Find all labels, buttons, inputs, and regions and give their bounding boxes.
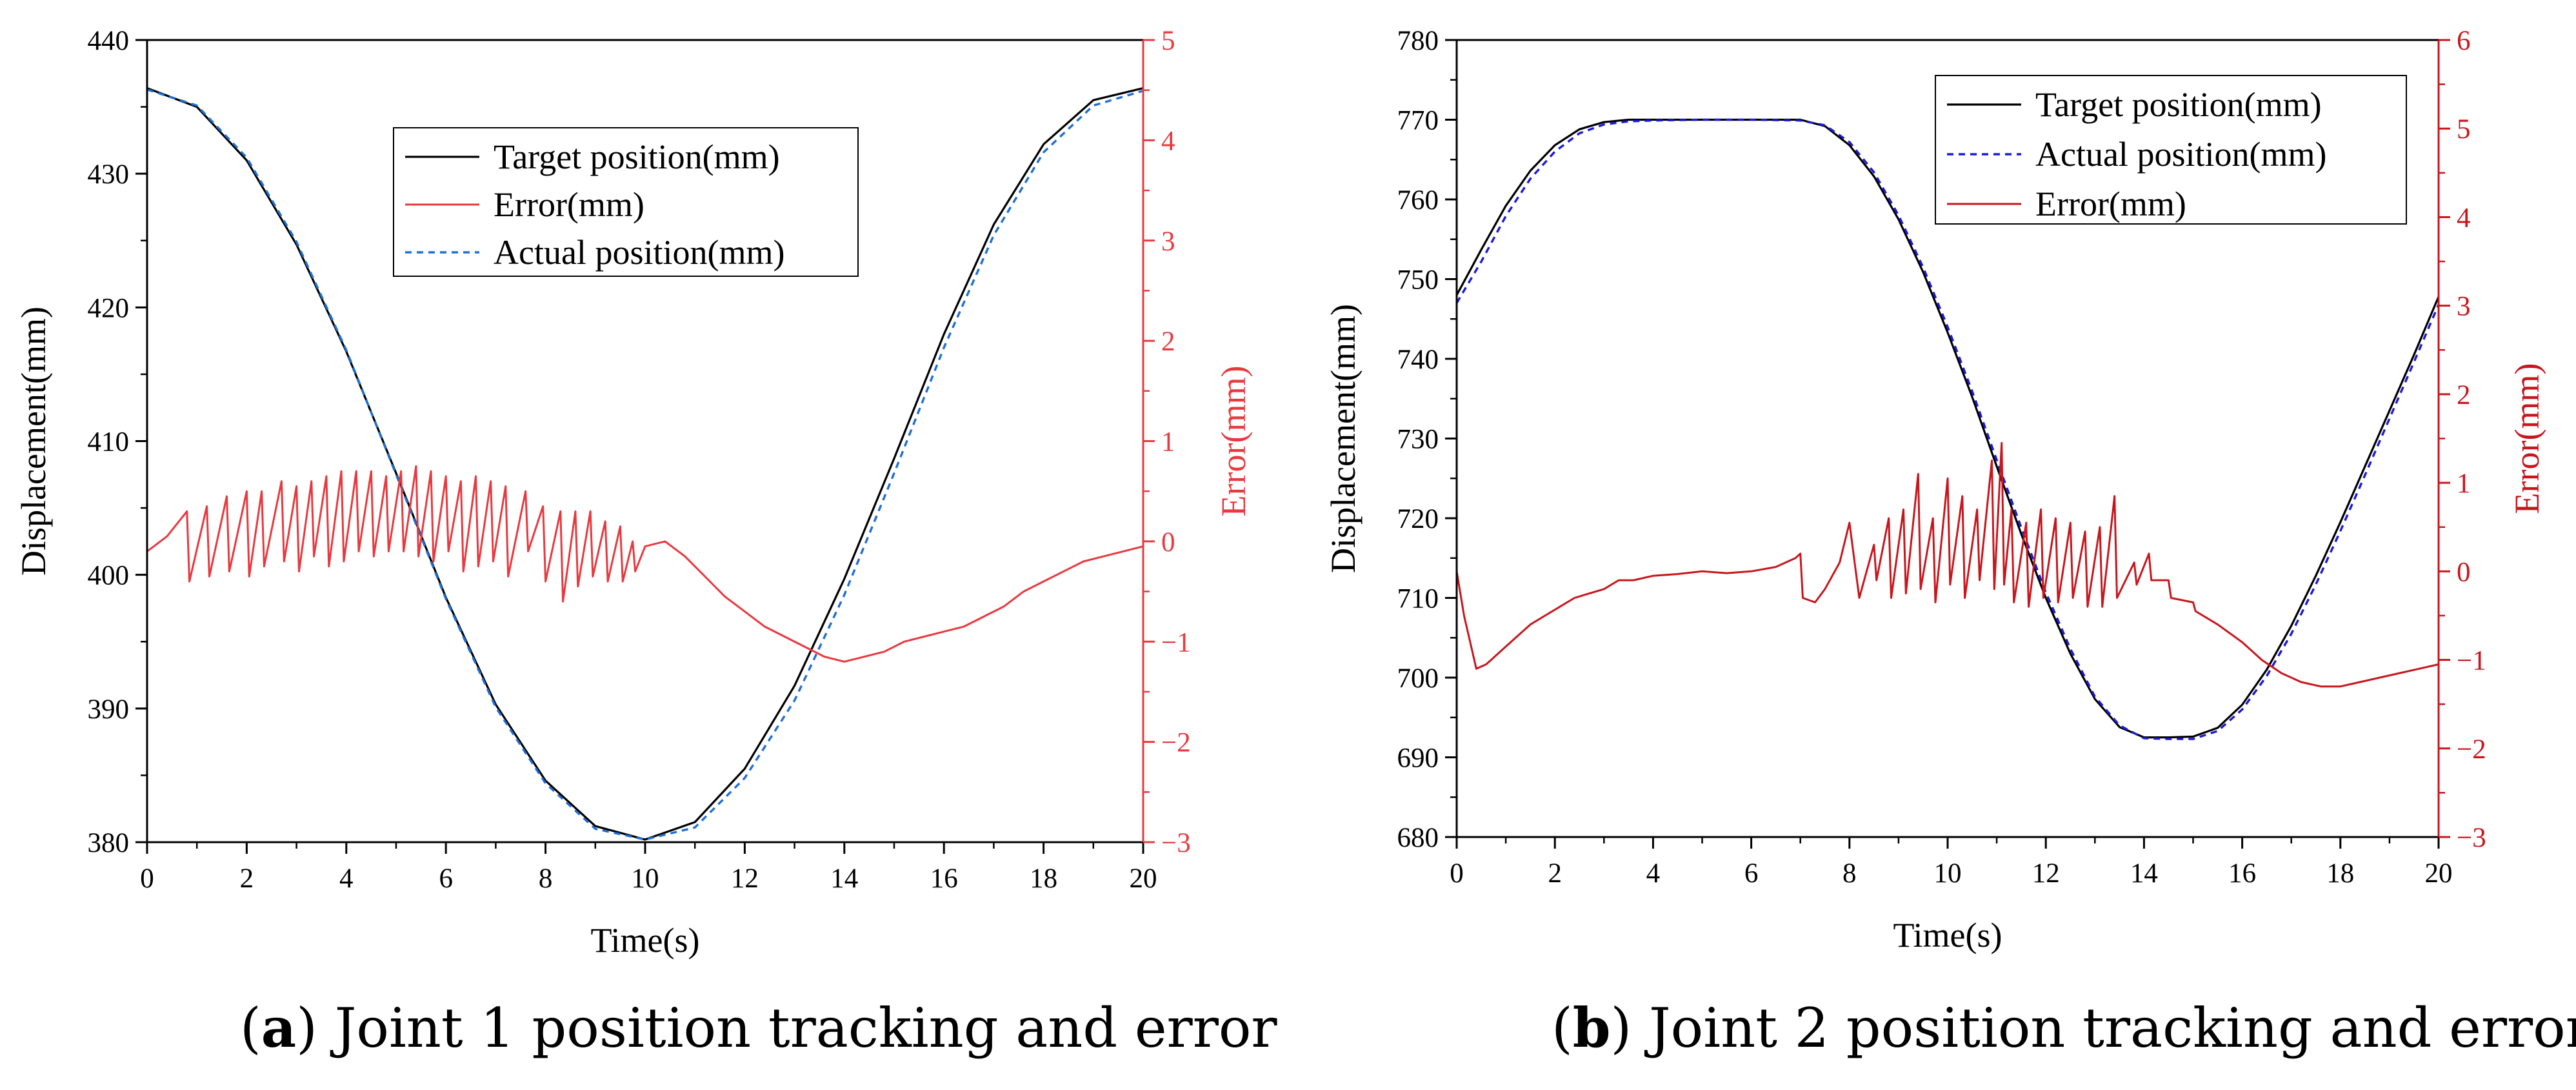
y-tick-label: 440 [88, 26, 130, 56]
legend-box [1935, 75, 2407, 225]
y2-tick-label: 0 [2457, 557, 2471, 587]
series-target-line [1455, 118, 2440, 739]
x-tick-label: 2 [240, 863, 254, 894]
x-tick-label: 8 [1842, 858, 1857, 889]
x-tick-label: 6 [1744, 858, 1759, 889]
y2-tick-label: 1 [1161, 427, 1175, 458]
y-axis-label: Displacement(mm) [1324, 304, 1363, 573]
x-axis-label: Time(s) [1893, 916, 2002, 954]
x-tick-label: 12 [2032, 858, 2060, 889]
legend-box [393, 127, 859, 277]
caption-text: ) Joint 2 position tracking and error [1611, 996, 2576, 1060]
y-tick-label: 430 [88, 159, 130, 190]
y-tick-label: 760 [1397, 185, 1439, 216]
series-actual-line [146, 88, 1144, 841]
y2-tick-label: −1 [1161, 627, 1191, 658]
x-tick-label: 16 [930, 863, 958, 894]
y2-tick-label: 5 [1161, 26, 1175, 56]
x-tick-label: 20 [1130, 863, 1157, 894]
y2-tick-label: −3 [1161, 828, 1191, 858]
x-tick-label: 14 [830, 863, 858, 894]
x-tick-label: 0 [1450, 858, 1464, 889]
y2-tick-label: −2 [1161, 728, 1191, 758]
y2-axis-label: Error(mm) [1214, 366, 1253, 517]
y2-tick-label: 4 [2457, 203, 2471, 233]
series-target-line [146, 87, 1144, 841]
series-error-line [1455, 441, 2439, 688]
legend-label: Actual position(mm) [494, 233, 784, 272]
y2-axis-label: Error(mm) [2508, 363, 2546, 514]
y-tick-label: 380 [88, 828, 130, 858]
y-tick-label: 710 [1397, 584, 1439, 614]
y2-tick-label: 2 [2457, 380, 2471, 410]
series-error-line [146, 465, 1144, 663]
y2-tick-label: 0 [1161, 527, 1175, 558]
x-tick-label: 8 [539, 863, 553, 894]
caption-paren-open: ( [1552, 996, 1573, 1060]
y-tick-label: 410 [88, 427, 130, 458]
y-tick-label: 770 [1397, 106, 1439, 136]
caption-letter: b [1573, 996, 1611, 1060]
caption-paren-open: ( [240, 996, 261, 1060]
legend-label: Error(mm) [494, 185, 644, 224]
x-tick-label: 2 [1548, 858, 1562, 889]
y-tick-label: 680 [1397, 823, 1439, 853]
caption-letter: a [261, 996, 296, 1060]
y2-tick-label: 1 [2457, 469, 2471, 499]
y2-tick-label: 5 [2457, 114, 2471, 145]
x-tick-label: 18 [1030, 863, 1057, 894]
y-tick-label: 750 [1397, 265, 1439, 296]
x-tick-label: 20 [2425, 858, 2453, 889]
x-tick-label: 14 [2130, 858, 2158, 889]
x-tick-label: 10 [632, 863, 659, 894]
panel-b: 0 2 4 6 8 10 12 14 16 18 2068069070071072073074075… [1324, 26, 2576, 1060]
legend-label: Target position(mm) [494, 137, 780, 176]
legend-label: Target position(mm) [2035, 85, 2322, 124]
y2-tick-label: −2 [2457, 734, 2486, 765]
caption-text: ) Joint 1 position tracking and error [296, 996, 1277, 1060]
y2-tick-label: 3 [2457, 292, 2471, 322]
y2-tick-label: 6 [2457, 26, 2471, 56]
y2-tick-label: 2 [1161, 327, 1175, 357]
x-tick-label: 4 [1646, 858, 1661, 889]
x-tick-label: 18 [2326, 858, 2354, 889]
y-axis-label: Displacement(mm) [14, 307, 53, 576]
figure-caption: (b) Joint 2 position tracking and error [1552, 996, 2576, 1060]
x-tick-label: 16 [2228, 858, 2256, 889]
y2-tick-label: −1 [2457, 646, 2486, 676]
x-tick-label: 0 [140, 863, 154, 894]
series-actual-line [1455, 118, 2440, 740]
y-tick-label: 720 [1397, 504, 1439, 534]
y2-tick-label: 4 [1161, 126, 1175, 156]
y-tick-label: 390 [88, 694, 130, 725]
y2-tick-label: 3 [1161, 227, 1175, 257]
y-tick-label: 780 [1397, 26, 1439, 56]
x-axis-label: Time(s) [590, 921, 699, 960]
x-tick-label: 6 [439, 863, 453, 894]
panel-a: 0 2 4 6 8 10 12 14 16 18 20380390400410420430440−3… [14, 26, 1277, 1060]
y-tick-label: 740 [1397, 345, 1439, 375]
y-tick-label: 700 [1397, 663, 1439, 694]
x-tick-label: 12 [731, 863, 759, 894]
legend-label: Error(mm) [2035, 185, 2186, 223]
y-tick-label: 400 [88, 561, 130, 591]
x-tick-label: 4 [339, 863, 354, 894]
y2-tick-label: −3 [2457, 823, 2486, 853]
x-tick-label: 10 [1934, 858, 1962, 889]
y-tick-label: 420 [88, 293, 130, 323]
y-tick-label: 730 [1397, 425, 1439, 455]
y-tick-label: 690 [1397, 743, 1439, 774]
legend-label: Actual position(mm) [2035, 135, 2326, 174]
figure-caption: (a) Joint 1 position tracking and error [240, 996, 1277, 1060]
